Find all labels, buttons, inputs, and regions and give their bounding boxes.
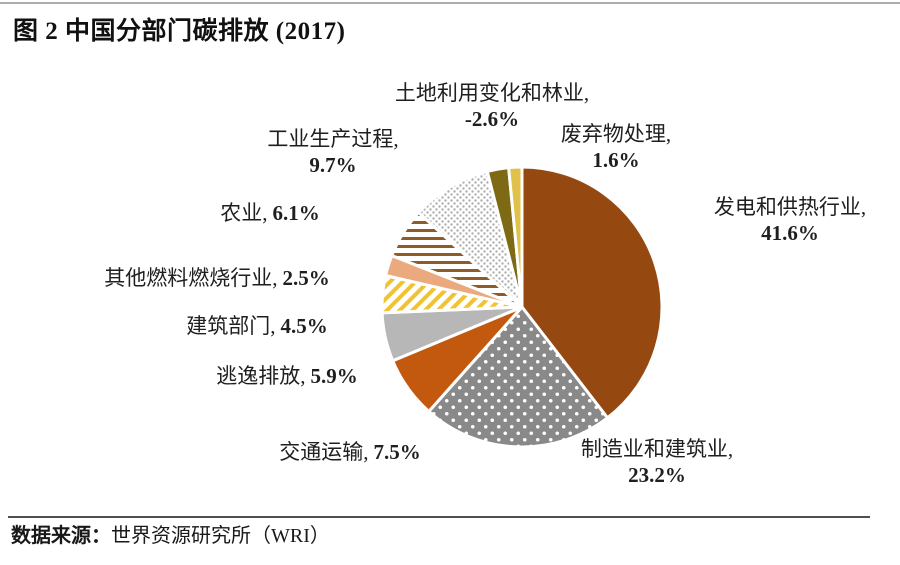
footer-divider <box>8 516 870 518</box>
label-transport-value: 7.5% <box>373 440 421 464</box>
label-fugitive-name: 逃逸排放, <box>216 364 306 388</box>
label-other-fuel: 其他燃料燃烧行业, 2.5% <box>104 265 330 291</box>
label-transport-name: 交通运输, <box>279 440 369 464</box>
label-manufacturing-value: 23.2% <box>628 463 686 487</box>
label-other-fuel-name: 其他燃料燃烧行业, <box>104 266 278 290</box>
label-land-use-name: 土地利用变化和林业, <box>394 81 590 105</box>
label-waste-name: 废弃物处理, <box>560 122 672 146</box>
label-buildings-name: 建筑部门, <box>186 314 276 338</box>
label-fugitive: 逃逸排放, 5.9% <box>216 363 358 389</box>
label-transport: 交通运输, 7.5% <box>279 439 421 465</box>
label-industrial-process-value: 9.7% <box>309 153 357 177</box>
label-waste: 废弃物处理, 1.6% <box>561 121 671 173</box>
label-fugitive-value: 5.9% <box>310 364 358 388</box>
label-industrial-process: 工业生产过程, 9.7% <box>267 126 398 178</box>
figure-title: 图 2 中国分部门碳排放 (2017) <box>13 18 346 45</box>
label-power-heat-value: 41.6% <box>761 221 819 245</box>
label-agriculture-value: 6.1% <box>272 201 320 225</box>
data-source-text: 世界资源研究所（WRI） <box>111 525 330 547</box>
label-other-fuel-value: 2.5% <box>282 266 330 290</box>
pie-slice-1 <box>426 304 610 449</box>
pie-slice-9 <box>507 165 524 308</box>
label-land-use-value: -2.6% <box>464 107 520 131</box>
label-agriculture-name: 农业, <box>220 201 268 225</box>
label-waste-value: 1.6% <box>592 148 640 172</box>
label-power-heat-name: 发电和供热行业, <box>713 195 867 219</box>
label-industrial-process-name: 工业生产过程, <box>267 127 399 151</box>
data-source: 数据来源：世界资源研究所（WRI） <box>11 523 330 549</box>
label-manufacturing-name: 制造业和建筑业, <box>580 437 734 461</box>
pie-chart <box>380 165 664 449</box>
label-buildings: 建筑部门, 4.5% <box>186 313 328 339</box>
pie-slice-7 <box>416 169 525 312</box>
label-manufacturing: 制造业和建筑业, 23.2% <box>581 436 733 488</box>
top-divider <box>0 2 900 4</box>
pie-slice-0 <box>520 165 664 420</box>
data-source-label: 数据来源： <box>11 525 111 547</box>
label-power-heat: 发电和供热行业, 41.6% <box>714 194 866 246</box>
label-agriculture: 农业, 6.1% <box>220 200 320 226</box>
label-buildings-value: 4.5% <box>280 314 328 338</box>
label-land-use: 土地利用变化和林业, -2.6% <box>395 80 589 132</box>
